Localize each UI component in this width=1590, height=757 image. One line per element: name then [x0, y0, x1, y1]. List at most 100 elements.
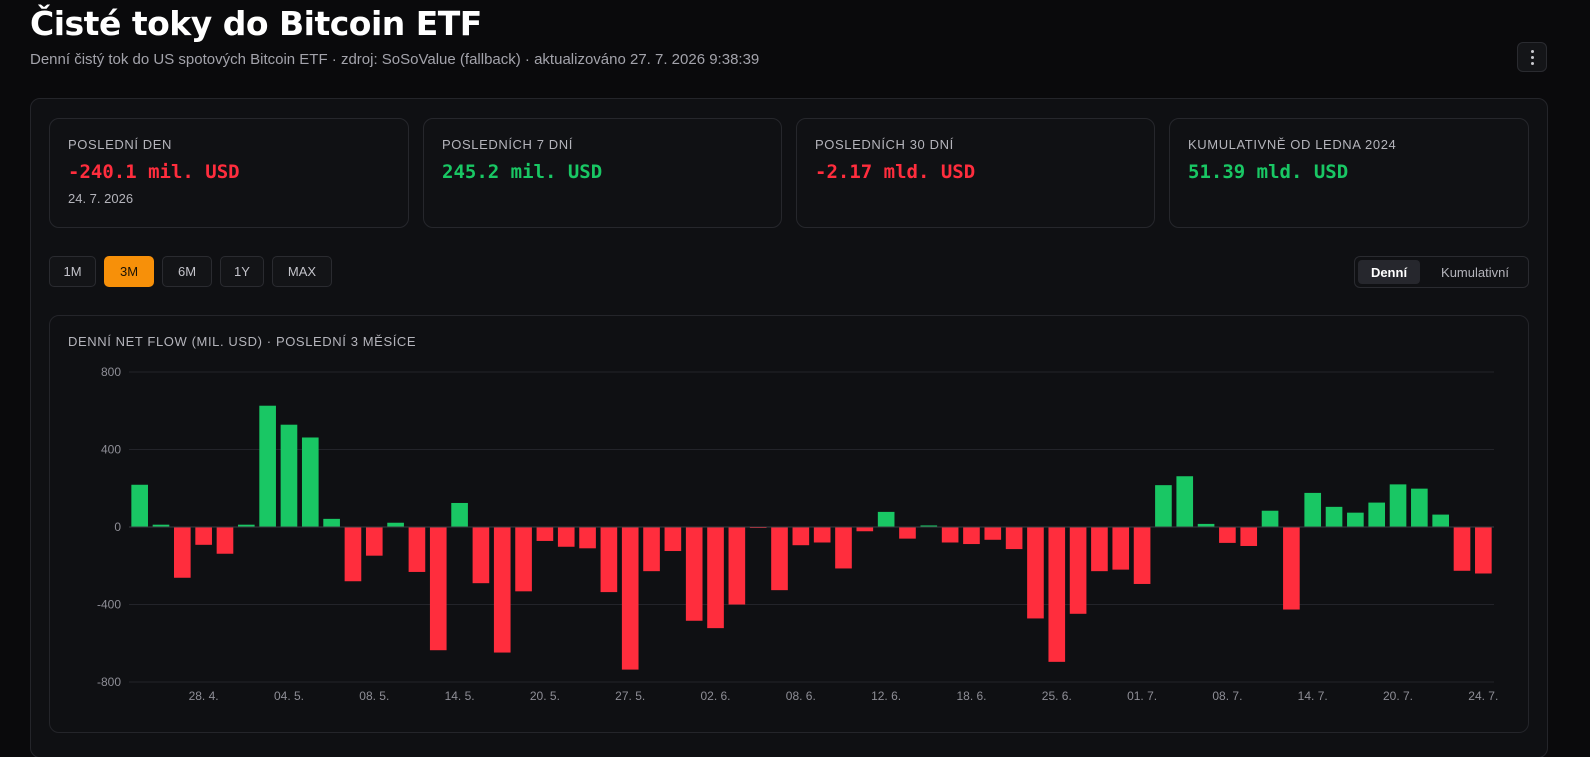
flow-bar — [920, 525, 938, 527]
flow-bar — [1304, 492, 1322, 527]
flow-bar — [1176, 476, 1194, 527]
flow-bar — [1240, 527, 1258, 546]
range-1m-button[interactable]: 1M — [49, 256, 96, 287]
x-tick-label: 24. 7. — [1468, 689, 1498, 703]
flow-bar — [1283, 527, 1300, 610]
flow-bar — [579, 527, 596, 549]
flow-bar — [984, 527, 1002, 540]
x-tick-label: 14. 7. — [1298, 689, 1328, 703]
flow-bar — [323, 518, 340, 527]
flow-bar — [408, 527, 426, 572]
y-tick-label: -800 — [97, 675, 121, 689]
flow-bar — [365, 527, 383, 556]
range-max-button[interactable]: MAX — [272, 256, 332, 287]
stat-value: 51.39 mld. USD — [1188, 161, 1349, 183]
stat-label: POSLEDNÍ DEN — [68, 137, 173, 152]
flow-bar — [771, 527, 788, 591]
flow-bar — [216, 527, 234, 554]
chart-card: DENNÍ NET FLOW (MIL. USD) · POSLEDNÍ 3 M… — [49, 315, 1529, 733]
stat-card-last-7-days: POSLEDNÍCH 7 DNÍ 245.2 mil. USD — [423, 118, 782, 228]
flow-bar — [1389, 484, 1407, 528]
flow-bar — [1197, 523, 1215, 527]
x-tick-label: 02. 6. — [700, 689, 730, 703]
flow-bar — [963, 527, 980, 545]
flow-bar — [1219, 527, 1236, 543]
kebab-menu-icon — [1530, 48, 1534, 66]
flow-bar — [1411, 488, 1428, 527]
flow-bar — [174, 527, 191, 578]
range-6m-button[interactable]: 6M — [162, 256, 212, 287]
stat-card-last-30-days: POSLEDNÍCH 30 DNÍ -2.17 mld. USD — [796, 118, 1155, 228]
flow-bar — [259, 405, 276, 527]
flow-bar — [664, 527, 682, 552]
x-tick-label: 27. 5. — [615, 689, 645, 703]
flow-bar — [835, 527, 852, 569]
mode-cumulative-button[interactable]: Kumulativní — [1441, 264, 1509, 280]
flow-bar — [515, 527, 532, 592]
flow-bar — [877, 511, 895, 527]
more-options-button[interactable] — [1517, 42, 1547, 72]
flow-bar — [344, 527, 362, 582]
flow-bar — [1048, 527, 1066, 662]
range-3m-button[interactable]: 3M — [104, 256, 154, 287]
flow-bar — [1432, 514, 1449, 527]
flow-bar — [536, 527, 554, 541]
flow-bar — [1368, 502, 1386, 527]
stat-card-cumulative: KUMULATIVNĚ OD LEDNA 2024 51.39 mld. USD — [1169, 118, 1529, 228]
flow-bar — [472, 527, 490, 584]
x-tick-label: 18. 6. — [956, 689, 986, 703]
flow-bar — [237, 524, 255, 527]
x-tick-label: 08. 6. — [786, 689, 816, 703]
page-title: Čisté toky do Bitcoin ETF — [30, 4, 482, 43]
flow-bar — [1155, 485, 1172, 527]
flow-bar — [707, 527, 724, 629]
flow-bar — [685, 527, 703, 621]
flow-bar — [493, 527, 511, 653]
x-tick-label: 20. 7. — [1383, 689, 1413, 703]
y-tick-label: 400 — [101, 443, 121, 457]
flow-bar — [600, 527, 618, 593]
flow-bar — [195, 527, 212, 545]
flow-bar — [941, 527, 959, 543]
flow-bar — [1005, 527, 1023, 550]
daily-net-flow-chart: 800 400 0 -400 -800 28. 4. 04. 5. 08. 5. 14. 5. 2… — [97, 365, 1498, 703]
stat-card-last-day: POSLEDNÍ DEN -240.1 mil. USD 24. 7. 2026 — [49, 118, 409, 228]
y-tick-label: 800 — [101, 365, 121, 379]
x-tick-label: 14. 5. — [445, 689, 475, 703]
chart-title: DENNÍ NET FLOW (MIL. USD) · POSLEDNÍ 3 M… — [68, 334, 417, 349]
page-subtitle: Denní čistý tok do US spotových Bitcoin … — [30, 51, 760, 68]
y-tick-label: -400 — [97, 598, 121, 612]
x-tick-label: 04. 5. — [274, 689, 304, 703]
flow-bar — [152, 524, 170, 527]
flow-bar — [1325, 506, 1343, 527]
flow-bar — [856, 527, 874, 532]
flow-bar — [813, 527, 831, 543]
stat-date: 24. 7. 2026 — [68, 191, 134, 206]
range-1y-button[interactable]: 1Y — [220, 256, 264, 287]
stat-label: POSLEDNÍCH 7 DNÍ — [442, 137, 573, 152]
mode-daily-button[interactable]: Denní — [1358, 260, 1420, 284]
flow-bar — [621, 527, 639, 670]
stat-value: -240.1 mil. USD — [68, 161, 240, 183]
x-tick-label: 08. 5. — [359, 689, 389, 703]
flow-bar — [1027, 527, 1044, 619]
stat-label: POSLEDNÍCH 30 DNÍ — [815, 137, 954, 152]
x-tick-label: 08. 7. — [1212, 689, 1242, 703]
flow-bar — [728, 527, 746, 605]
flow-bar — [899, 527, 916, 539]
flow-bar — [1347, 512, 1364, 527]
x-tick-label: 20. 5. — [530, 689, 560, 703]
y-tick-label: 0 — [114, 520, 121, 534]
x-tick-label: 12. 6. — [871, 689, 901, 703]
flow-bar — [131, 484, 148, 527]
flow-bar — [451, 502, 468, 527]
stat-value: 245.2 mil. USD — [442, 161, 603, 183]
flow-bar — [643, 527, 660, 572]
flows-panel: POSLEDNÍ DEN -240.1 mil. USD 24. 7. 2026… — [30, 98, 1548, 757]
flow-bar — [1453, 527, 1471, 571]
stat-value: -2.17 mld. USD — [815, 161, 976, 183]
flow-bar — [1069, 527, 1087, 614]
x-tick-label: 25. 6. — [1042, 689, 1072, 703]
flow-bar — [1261, 510, 1279, 527]
x-tick-label: 28. 4. — [189, 689, 219, 703]
